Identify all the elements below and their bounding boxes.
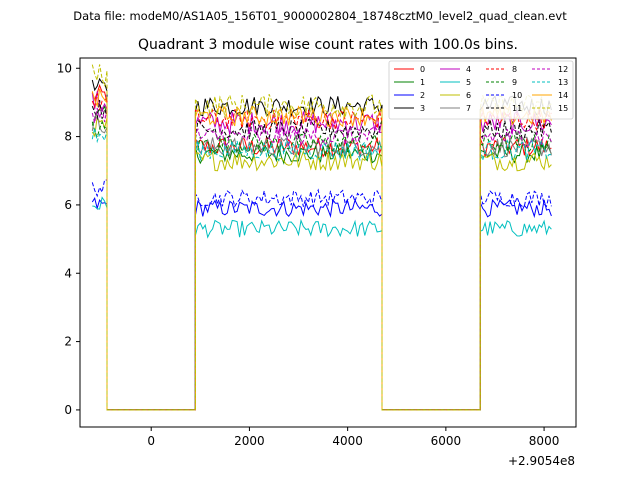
chart-title: Quadrant 3 module wise count rates with … <box>138 37 518 53</box>
legend-label-8: 8 <box>512 65 517 74</box>
x-tick-label: 8000 <box>529 434 560 448</box>
x-offset-label: +2.9054e8 <box>508 454 575 468</box>
series-line-6 <box>91 114 552 411</box>
y-tick-label: 0 <box>64 403 72 417</box>
y-tick-label: 10 <box>57 61 72 75</box>
series-line-0 <box>91 83 552 411</box>
y-tick-label: 2 <box>64 335 72 349</box>
y-tick-label: 8 <box>64 130 72 144</box>
chart-suptitle: Data file: modeM0/AS1A05_156T01_90000028… <box>73 9 567 23</box>
plot-frame <box>79 57 577 428</box>
series-line-10 <box>91 179 552 411</box>
y-tick-label: 4 <box>64 266 72 280</box>
series-line-11 <box>91 100 552 411</box>
legend-label-5: 5 <box>466 78 471 87</box>
legend-label-6: 6 <box>466 91 471 100</box>
x-tick-label: 0 <box>147 434 155 448</box>
legend-label-1: 1 <box>420 78 425 87</box>
legend-label-13: 13 <box>558 78 568 87</box>
x-tick-label: 4000 <box>332 434 363 448</box>
legend-label-2: 2 <box>420 91 425 100</box>
series-line-9 <box>91 120 552 411</box>
x-tick-label: 6000 <box>431 434 462 448</box>
series-line-5 <box>92 196 552 411</box>
legend-label-4: 4 <box>466 65 471 74</box>
legend-label-7: 7 <box>466 104 471 113</box>
x-tick-label: 2000 <box>234 434 265 448</box>
legend-label-14: 14 <box>558 91 568 100</box>
legend-label-12: 12 <box>558 65 568 74</box>
legend-label-10: 10 <box>512 91 522 100</box>
series-line-7 <box>91 113 552 411</box>
series-line-15 <box>91 64 552 411</box>
legend-label-3: 3 <box>420 104 425 113</box>
legend-label-0: 0 <box>420 65 425 74</box>
series-line-13 <box>91 127 552 411</box>
y-tick-label: 6 <box>64 198 72 212</box>
legend-label-9: 9 <box>512 78 517 87</box>
series-layer <box>91 64 552 411</box>
legend-label-11: 11 <box>512 104 522 113</box>
legend-label-15: 15 <box>558 104 568 113</box>
